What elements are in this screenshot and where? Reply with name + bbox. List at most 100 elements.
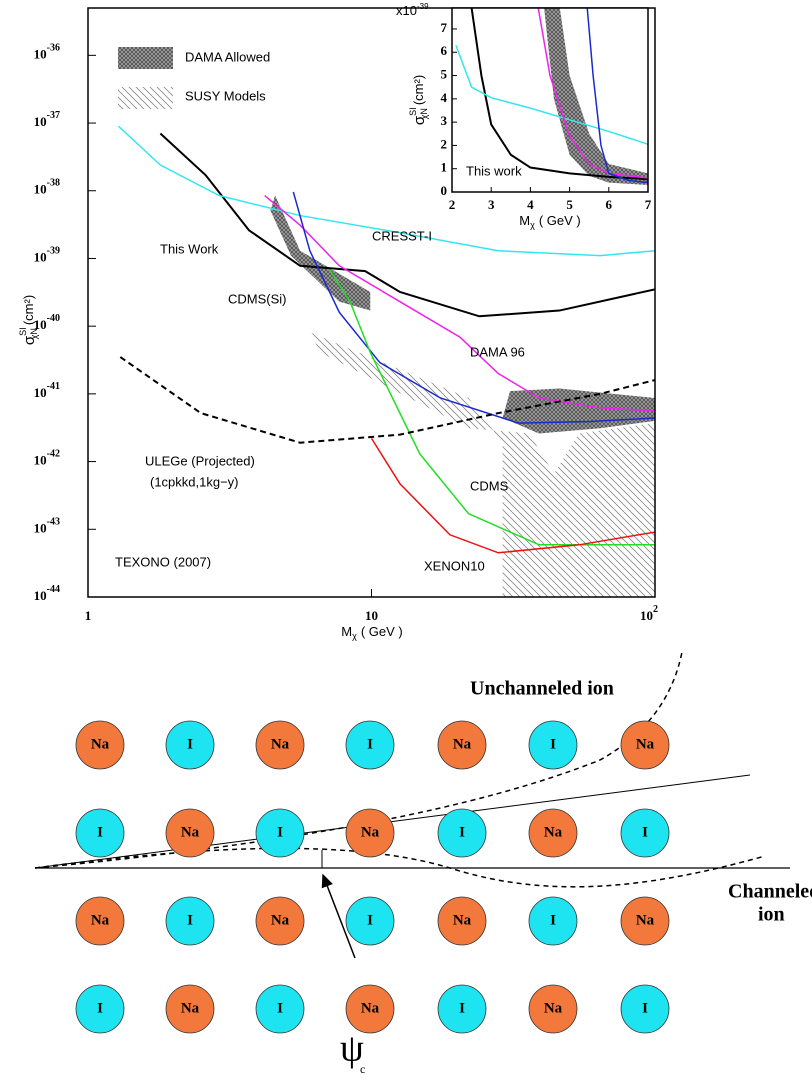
atom-label: I [550, 912, 556, 928]
y-tick-label-part: -43 [47, 517, 60, 528]
y-tick-label-part: -41 [47, 381, 60, 392]
atom-label: I [367, 736, 373, 752]
y-tick-label-part: -42 [47, 449, 60, 460]
atom-label: I [550, 736, 556, 752]
atom-label: Na [91, 736, 110, 752]
legend-swatch [118, 47, 173, 69]
y-tick-label-part: -37 [47, 110, 60, 121]
x-tick-label: 5 [566, 197, 573, 212]
legend-swatch [118, 87, 173, 109]
x-axis-label-part: ( GeV ) [539, 213, 581, 228]
y-tick-label: 5 [441, 67, 448, 82]
atom-label: Na [361, 824, 380, 840]
legend-label: DAMA Allowed [185, 49, 270, 64]
y-tick-label: 2 [441, 136, 448, 151]
atom-label: Na [544, 1000, 563, 1016]
y-tick-label-part: 10 [34, 520, 47, 535]
y-tick-label-part: 10 [34, 114, 47, 129]
annotation: TEXONO (2007) [115, 554, 211, 569]
x-tick-label: 7 [645, 197, 652, 212]
y-multiplier-part: -39 [417, 2, 429, 11]
atom-label: Na [453, 736, 472, 752]
y-axis-label-part: (cm²) [411, 75, 426, 105]
y-tick-label: 10-41 [34, 381, 60, 400]
channeled-label: ion [758, 904, 785, 926]
y-tick-label-part: -36 [47, 43, 60, 54]
x-axis-label: Mχ ( GeV ) [519, 213, 580, 230]
y-multiplier-part: x10 [396, 3, 417, 18]
series-label: This work [466, 163, 522, 178]
y-tick-label: 0 [441, 183, 448, 198]
atom-label: I [459, 1000, 465, 1016]
series-label: CDMS(Si) [228, 291, 287, 306]
y-tick-label: 6 [441, 43, 448, 58]
atom-label: I [459, 824, 465, 840]
atom-label: Na [453, 912, 472, 928]
y-tick-label-part: 10 [34, 588, 47, 603]
y-axis-label-part: χN [29, 328, 39, 339]
figure: NaINaINaINaINaINaINaINaINaINaINaINaINaIN… [0, 0, 812, 1081]
x-axis-label-part: M [341, 624, 352, 639]
y-tick-label: 10-37 [34, 110, 60, 129]
y-tick-label-part: 10 [34, 385, 47, 400]
atom-label: Na [271, 912, 290, 928]
y-axis-label-part: SI [18, 327, 28, 336]
y-tick-label: 10-39 [34, 246, 60, 265]
y-tick-label: 10-36 [34, 43, 60, 62]
x-axis-label-part: M [519, 213, 530, 228]
series-label: CDMS [470, 478, 509, 493]
x-axis-label: Mχ ( GeV ) [341, 624, 402, 641]
x-axis-label-part: χ [530, 220, 535, 230]
x-tick-label: 4 [527, 197, 534, 212]
y-tick-label-part: -38 [47, 178, 60, 189]
legend-label: SUSY Models [185, 88, 266, 103]
y-tick-label: 4 [441, 90, 448, 105]
atom-label: Na [271, 736, 290, 752]
x-tick-label-part: 2 [653, 604, 658, 615]
x-tick-label: 6 [606, 197, 613, 212]
atom-label: Na [361, 1000, 380, 1016]
y-axis-label-part: χN [419, 108, 429, 119]
atom-label: I [97, 1000, 103, 1016]
atom-label: I [97, 824, 103, 840]
atom-label: Na [636, 736, 655, 752]
y-axis-label: σSIχN(cm²) [408, 75, 429, 125]
y-axis-label-part: (cm²) [21, 295, 36, 325]
atom-label: Na [181, 1000, 200, 1016]
y-tick-label-part: 10 [34, 46, 47, 61]
page: NaINaINaINaINaINaINaINaINaINaINaINaINaIN… [0, 0, 812, 1081]
y-tick-label-part: 10 [34, 182, 47, 197]
y-tick-label-part: -44 [47, 584, 60, 595]
atom-label: I [642, 1000, 648, 1016]
annotation: (1cpkkd,1kg−y) [150, 474, 239, 489]
x-tick-label: 2 [449, 197, 456, 212]
unchanneled-label: Unchanneled ion [470, 678, 614, 700]
series-label: This Work [160, 241, 219, 256]
y-tick-label: 10-38 [34, 178, 60, 197]
series-label: CRESST-I [372, 228, 432, 243]
y-tick-label-part: -40 [47, 313, 60, 324]
y-tick-label-part: 10 [34, 453, 47, 468]
x-tick-label: 10 [365, 608, 378, 623]
y-tick-label: 1 [441, 160, 448, 175]
atom-label: I [187, 736, 193, 752]
x-axis-label-part: ( GeV ) [361, 624, 403, 639]
atom-label: I [277, 1000, 283, 1016]
x-tick-label-part: 10 [640, 608, 653, 623]
series-label: XENON10 [424, 558, 485, 573]
atom-label: I [187, 912, 193, 928]
atom-label: I [277, 824, 283, 840]
series-label: DAMA 96 [470, 344, 525, 359]
diagram-lines [35, 652, 790, 958]
x-axis-label-part: χ [352, 631, 357, 641]
channeled-label: Channeled [728, 881, 812, 903]
y-tick-label: 10-44 [34, 584, 60, 603]
atom-label: Na [636, 912, 655, 928]
atom-label: I [367, 912, 373, 928]
y-tick-label-part: 10 [34, 249, 47, 264]
atom-label: Na [181, 824, 200, 840]
y-tick-label: 7 [441, 20, 448, 35]
y-tick-label: 10-42 [34, 449, 60, 468]
atom-label: Na [91, 912, 110, 928]
